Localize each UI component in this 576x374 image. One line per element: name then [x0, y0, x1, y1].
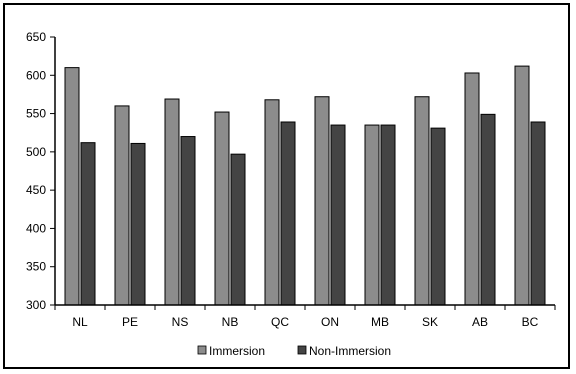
legend-label-immersion: Immersion — [209, 344, 265, 358]
plot-area: 300 350 400 450 500 550 600 650 NL PE NS NB QC ON MB SK… — [26, 30, 556, 329]
bar-immersion-ns — [164, 98, 180, 306]
bar-immersion-sk — [414, 96, 430, 306]
bar-immersion-nb — [214, 111, 230, 306]
bar-immersion-mb — [364, 124, 380, 306]
legend-swatch-immersion — [197, 345, 207, 355]
bar-non-immersion-qc — [280, 121, 296, 306]
x-category-label: MB — [371, 315, 389, 329]
x-category-label: QC — [271, 315, 289, 329]
y-tick-label: 400 — [26, 221, 46, 235]
x-category-label: BC — [522, 315, 539, 329]
bar-non-immersion-ab — [480, 113, 496, 306]
bar-non-immersion-on — [330, 124, 346, 306]
y-tick-label: 600 — [26, 68, 46, 82]
y-tick-label: 500 — [26, 145, 46, 159]
bar-immersion-on — [314, 96, 330, 306]
bar-non-immersion-mb — [380, 124, 396, 306]
x-category-label: SK — [422, 315, 438, 329]
bar-non-immersion-ns — [180, 136, 196, 306]
legend-swatch-non-immersion — [297, 345, 307, 355]
legend-label-non-immersion: Non-Immersion — [309, 344, 391, 358]
y-tick-label: 650 — [26, 30, 46, 44]
bar-non-immersion-bc — [530, 121, 546, 306]
x-category-label: PE — [122, 315, 138, 329]
x-category-label: NS — [172, 315, 189, 329]
bar-non-immersion-nl — [80, 142, 96, 306]
x-category-label: ON — [321, 315, 339, 329]
y-tick-label: 300 — [26, 298, 46, 312]
x-category-label: AB — [472, 315, 488, 329]
bar-immersion-bc — [514, 65, 530, 306]
legend: Immersion Non-Immersion — [197, 344, 391, 358]
bar-immersion-nl — [64, 67, 80, 306]
y-tick-label: 350 — [26, 260, 46, 274]
bar-immersion-qc — [264, 99, 280, 306]
x-category-label: NB — [222, 315, 239, 329]
bar-non-immersion-nb — [230, 153, 246, 306]
y-tick-label: 550 — [26, 107, 46, 121]
x-category-label: NL — [72, 315, 88, 329]
bar-non-immersion-pe — [130, 142, 146, 306]
bar-immersion-pe — [114, 105, 130, 306]
bar-immersion-ab — [464, 72, 480, 306]
bar-non-immersion-sk — [430, 127, 446, 306]
y-tick-label: 450 — [26, 183, 46, 197]
